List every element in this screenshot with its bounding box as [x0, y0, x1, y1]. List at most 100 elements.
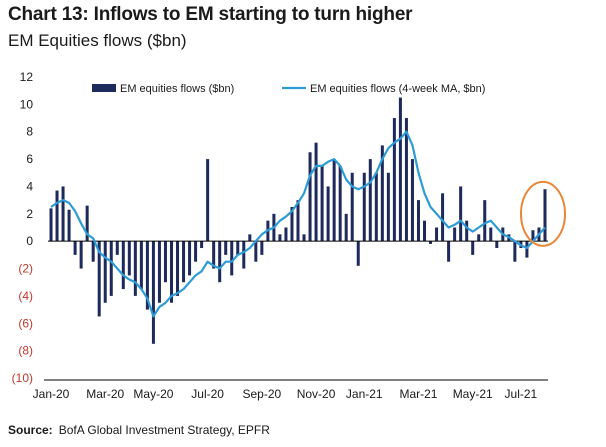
bar	[435, 227, 439, 242]
bar	[260, 241, 264, 255]
bar	[121, 241, 125, 290]
bar	[67, 209, 71, 242]
source-label: Source:	[8, 423, 53, 437]
y-tick-label: 10	[20, 97, 34, 111]
bar	[163, 241, 167, 283]
bar	[465, 220, 469, 242]
bar	[290, 206, 294, 242]
bar	[416, 200, 420, 242]
bar	[115, 241, 119, 255]
series-line-ma	[50, 130, 546, 318]
bar	[218, 241, 222, 283]
y-tick-label: (8)	[18, 344, 33, 358]
bar	[308, 152, 312, 242]
source-note: Source: BofA Global Investment Strategy, …	[8, 423, 270, 437]
x-tick-label: Mar-21	[399, 387, 437, 401]
bar	[145, 241, 149, 310]
bar	[236, 241, 240, 255]
bar	[103, 241, 107, 303]
highlight-ellipse	[519, 180, 566, 247]
x-tick-label: Mar-20	[86, 387, 124, 401]
bar	[139, 241, 143, 290]
bar	[350, 172, 354, 242]
bar	[91, 241, 95, 262]
bar	[314, 142, 318, 242]
bar	[362, 172, 366, 242]
bar	[326, 186, 330, 242]
bar	[55, 190, 59, 242]
bar	[133, 241, 137, 296]
bar	[169, 241, 173, 303]
bar	[374, 172, 378, 242]
bar	[157, 241, 161, 303]
bar	[296, 200, 300, 242]
x-tick-label: Nov-20	[297, 387, 336, 401]
bar	[242, 241, 246, 269]
bar	[386, 172, 390, 242]
bar	[151, 241, 155, 344]
legend-label-bars: EM equities flows ($bn)	[120, 83, 234, 95]
x-tick-label: Jul-20	[191, 387, 224, 401]
bar	[97, 241, 101, 317]
bar	[200, 241, 204, 249]
bar	[495, 241, 499, 249]
bar	[459, 186, 463, 242]
y-tick-label: 4	[26, 179, 33, 193]
bar	[278, 234, 282, 242]
bar	[404, 118, 408, 242]
bar	[392, 118, 396, 242]
bar	[61, 186, 65, 242]
y-tick-label: 12	[20, 70, 34, 84]
bar	[471, 241, 475, 255]
bar	[194, 241, 198, 262]
bar	[344, 213, 348, 242]
bar	[441, 193, 445, 242]
bar	[73, 241, 77, 255]
y-tick-label: (6)	[18, 316, 33, 330]
bar	[380, 145, 384, 242]
bar	[188, 241, 192, 276]
y-tick-label: 8	[26, 125, 33, 139]
bar	[483, 200, 487, 242]
bar	[182, 241, 186, 283]
y-tick-label: 2	[26, 207, 33, 221]
bar	[284, 227, 288, 242]
bar	[230, 241, 234, 276]
chart-title: Chart 13: Inflows to EM starting to turn…	[8, 4, 413, 25]
x-tick-label: May-21	[453, 387, 493, 401]
bar	[489, 227, 493, 242]
bar	[320, 165, 324, 242]
legend-swatch-bars	[92, 84, 116, 92]
x-tick-label: Jul-21	[505, 387, 538, 401]
bar	[254, 241, 258, 262]
bar	[224, 241, 228, 255]
bar	[447, 241, 451, 262]
bar	[332, 159, 336, 242]
x-tick-label: May-20	[133, 387, 173, 401]
bar	[543, 189, 547, 242]
y-tick-label: (2)	[18, 262, 33, 276]
bar	[127, 241, 131, 276]
bar	[423, 220, 427, 242]
y-tick-label: (4)	[18, 289, 33, 303]
bar	[85, 205, 89, 242]
x-tick-label: Jan-21	[346, 387, 383, 401]
bar	[368, 159, 372, 242]
bar	[338, 165, 342, 242]
source-text: BofA Global Investment Strategy, EPFR	[58, 423, 270, 437]
x-tick-label: Sep-20	[243, 387, 282, 401]
y-tick-label: (10)	[12, 371, 33, 385]
bar	[356, 241, 360, 266]
bar	[531, 230, 535, 242]
chart-subtitle: EM Equities flows ($bn)	[8, 31, 187, 50]
bar	[248, 234, 252, 242]
bar	[176, 241, 180, 296]
bar	[398, 97, 402, 242]
y-tick-label: 6	[26, 152, 33, 166]
bar	[453, 227, 457, 242]
x-tick-label: Jan-20	[33, 387, 70, 401]
bar	[525, 241, 529, 258]
bar	[212, 241, 216, 269]
bar	[206, 159, 210, 242]
